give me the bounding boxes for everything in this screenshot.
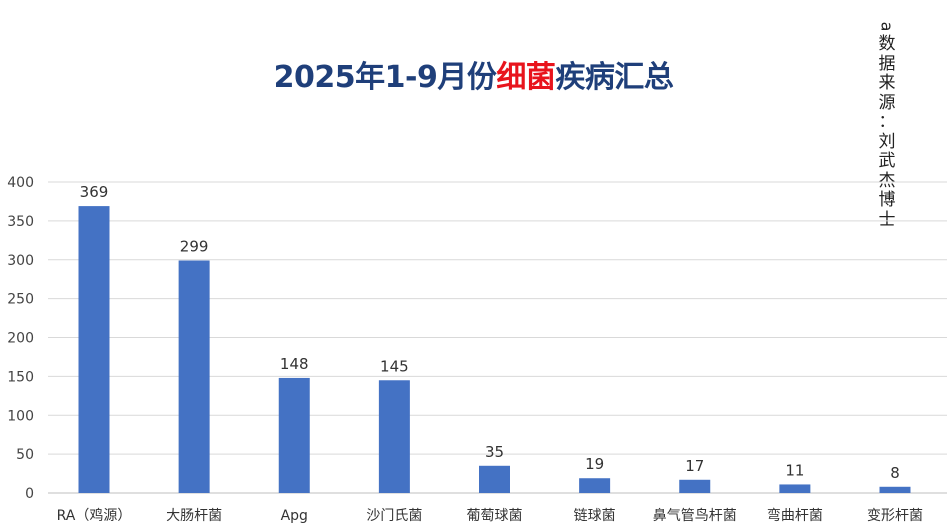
data-label: 8 (890, 464, 900, 482)
data-label: 11 (785, 461, 804, 479)
y-tick-label: 250 (7, 292, 34, 308)
x-tick-label: 鼻气管鸟杆菌 (653, 507, 737, 524)
bar (378, 380, 410, 493)
data-label: 17 (685, 457, 704, 475)
source-note-char: 数 (878, 34, 896, 54)
x-tick-label: 大肠杆菌 (166, 508, 222, 524)
data-label: 145 (380, 357, 409, 375)
x-tick-label: Apg (281, 508, 308, 524)
data-label: 19 (585, 455, 604, 473)
y-tick-label: 50 (16, 447, 34, 463)
source-note-char: 源 (878, 92, 896, 113)
x-tick-label: 变形杆菌 (867, 508, 923, 524)
x-tick-label: 链球菌 (574, 508, 616, 524)
bar (879, 486, 911, 493)
y-tick-label: 350 (7, 214, 34, 230)
bar (78, 206, 110, 494)
bar (679, 479, 711, 493)
source-note-char: 博 (878, 190, 896, 210)
source-note-char: 刘 (878, 131, 896, 152)
source-note-char: 来 (878, 73, 896, 93)
y-tick-label: 100 (7, 408, 34, 424)
title-prefix: 2025年1-9月份 (273, 60, 497, 95)
x-tick-label: 弯曲杆菌 (767, 507, 823, 524)
source-note-char: 武 (878, 151, 896, 171)
y-tick-label: 150 (7, 369, 34, 385)
bar (779, 484, 811, 493)
title-highlight: 细菌 (496, 60, 556, 95)
y-tick-label: 300 (7, 253, 34, 269)
bar (278, 377, 310, 493)
source-note-char: 士 (878, 209, 896, 230)
y-tick-label: 0 (25, 486, 34, 502)
source-note-char: 杰 (878, 170, 896, 191)
bar (178, 260, 210, 493)
data-label: 148 (280, 355, 309, 373)
data-label: 35 (485, 443, 504, 461)
y-tick-label: 200 (7, 331, 34, 347)
source-note-char: ： (878, 112, 896, 132)
chart-title: 2025年1-9月份细菌疾病汇总 (0, 52, 947, 96)
title-suffix: 疾病汇总 (555, 60, 674, 95)
source-note-char: 据 (878, 53, 896, 74)
source-note: a 数据来源：刘武杰博士 (870, 18, 904, 230)
data-label: 299 (180, 238, 209, 256)
bar (579, 478, 611, 493)
y-tick-label: 400 (7, 175, 34, 191)
x-tick-label: 沙门氏菌 (366, 508, 422, 524)
data-label: 369 (80, 183, 109, 201)
x-tick-label: 葡萄球菌 (467, 508, 523, 524)
x-tick-label: RA（鸡源） (57, 507, 132, 524)
bar (479, 465, 510, 493)
